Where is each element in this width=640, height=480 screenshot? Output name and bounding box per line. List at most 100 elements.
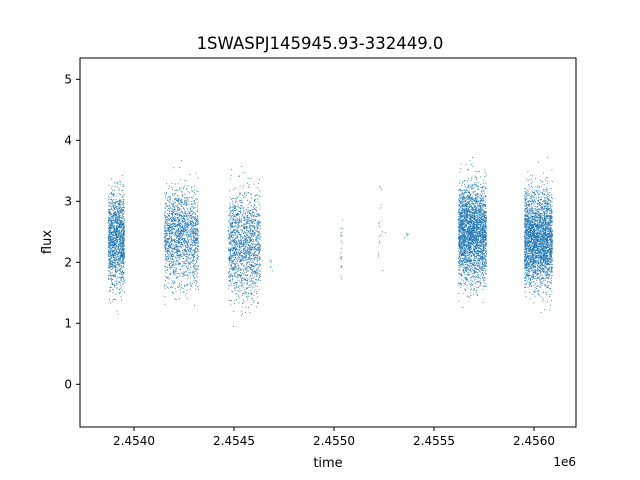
data-point bbox=[341, 227, 343, 229]
data-point bbox=[254, 251, 255, 253]
data-point bbox=[115, 264, 116, 266]
data-point bbox=[122, 277, 124, 279]
data-point bbox=[123, 246, 125, 248]
data-point bbox=[244, 172, 246, 174]
data-point bbox=[256, 306, 257, 308]
data-point bbox=[181, 214, 182, 216]
data-point bbox=[185, 245, 186, 247]
data-point bbox=[191, 203, 193, 205]
data-point bbox=[174, 190, 176, 191]
data-point bbox=[190, 237, 192, 239]
data-point bbox=[195, 262, 196, 264]
data-point bbox=[197, 219, 199, 221]
data-point bbox=[252, 218, 254, 220]
data-point bbox=[122, 226, 124, 228]
data-point bbox=[113, 235, 115, 237]
data-point bbox=[182, 226, 184, 228]
data-point bbox=[170, 247, 172, 249]
data-point bbox=[169, 224, 171, 226]
data-point bbox=[238, 222, 240, 223]
data-point bbox=[114, 202, 116, 204]
data-point bbox=[258, 231, 260, 233]
data-point bbox=[248, 248, 250, 250]
data-point bbox=[181, 265, 183, 267]
data-point bbox=[180, 229, 182, 231]
data-point bbox=[179, 257, 181, 258]
data-point bbox=[246, 264, 248, 266]
data-point bbox=[246, 258, 248, 260]
data-point bbox=[118, 257, 120, 259]
data-point bbox=[195, 288, 197, 290]
data-point bbox=[175, 247, 177, 249]
data-point bbox=[185, 246, 187, 248]
data-point bbox=[120, 240, 122, 242]
data-point bbox=[190, 204, 192, 206]
data-point bbox=[248, 203, 250, 205]
data-point bbox=[167, 241, 168, 243]
data-point bbox=[121, 254, 123, 256]
data-point bbox=[109, 227, 111, 228]
data-point bbox=[173, 260, 175, 262]
data-point bbox=[240, 237, 241, 239]
data-point bbox=[459, 282, 461, 284]
data-point bbox=[197, 229, 198, 231]
data-point bbox=[252, 283, 254, 285]
data-point bbox=[173, 262, 174, 264]
data-point bbox=[258, 248, 260, 250]
data-point bbox=[237, 219, 239, 221]
data-point bbox=[247, 223, 248, 224]
data-point bbox=[249, 255, 251, 257]
data-point bbox=[174, 242, 176, 244]
data-point bbox=[172, 256, 173, 258]
data-point bbox=[238, 243, 240, 245]
data-point bbox=[237, 227, 239, 229]
data-point bbox=[249, 257, 250, 258]
data-point bbox=[180, 289, 181, 291]
data-point bbox=[190, 229, 192, 231]
data-point bbox=[246, 280, 248, 282]
data-point bbox=[121, 225, 123, 226]
data-point bbox=[259, 257, 261, 259]
data-point bbox=[166, 250, 168, 252]
data-point bbox=[181, 226, 183, 228]
data-point bbox=[121, 211, 123, 213]
data-point bbox=[168, 217, 170, 219]
data-point bbox=[189, 207, 191, 209]
data-point bbox=[245, 232, 247, 234]
data-point bbox=[251, 236, 252, 237]
data-point bbox=[123, 199, 125, 201]
data-point bbox=[232, 261, 234, 263]
data-point bbox=[108, 241, 110, 243]
data-point bbox=[252, 265, 254, 267]
data-point bbox=[240, 258, 242, 260]
data-point bbox=[178, 249, 180, 251]
data-point bbox=[114, 244, 115, 245]
data-point bbox=[122, 259, 124, 261]
data-point bbox=[193, 254, 195, 255]
data-point bbox=[189, 263, 190, 265]
data-point bbox=[167, 238, 169, 240]
data-point bbox=[237, 268, 239, 270]
data-point bbox=[484, 169, 485, 171]
data-point bbox=[174, 208, 176, 210]
data-point bbox=[245, 252, 246, 254]
data-point bbox=[233, 188, 234, 190]
data-point bbox=[185, 203, 187, 204]
data-point bbox=[120, 237, 122, 238]
data-point bbox=[168, 246, 170, 248]
data-point bbox=[177, 276, 179, 278]
data-point bbox=[111, 220, 113, 221]
data-point bbox=[114, 240, 116, 241]
data-point bbox=[248, 237, 250, 239]
data-point bbox=[121, 249, 122, 251]
data-point bbox=[119, 277, 121, 279]
data-point bbox=[248, 246, 250, 248]
data-point bbox=[121, 216, 123, 218]
data-point bbox=[117, 183, 119, 185]
data-point bbox=[234, 210, 236, 211]
data-point bbox=[233, 226, 235, 228]
data-point bbox=[232, 231, 234, 233]
data-point bbox=[112, 243, 114, 244]
data-point bbox=[164, 228, 166, 230]
